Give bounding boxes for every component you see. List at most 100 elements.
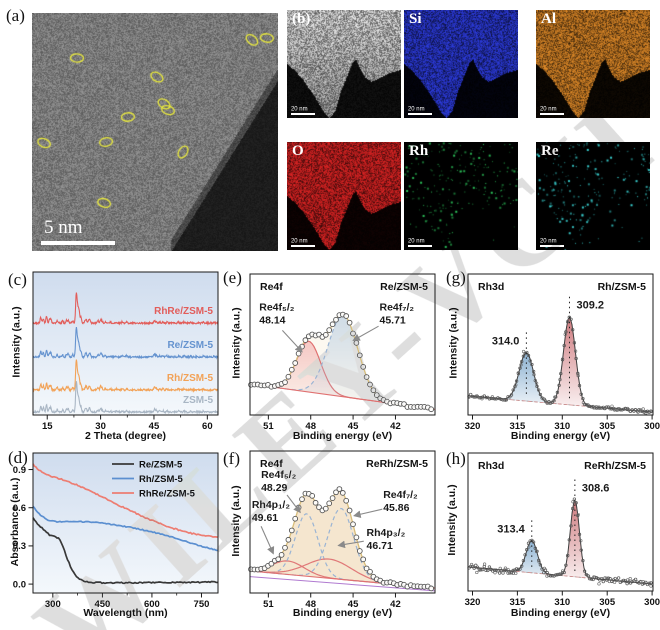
- e-y-axis-label: Intensity (a.u.): [230, 307, 243, 379]
- xps-re4f-rerh-plot: Re4f₅/₂48.29 Rh4p₁/₂49.61 Re4f₇/₂45.86 Rh4p…: [248, 450, 436, 610]
- tem-scale-text: 5 nm: [44, 217, 83, 238]
- tem-image-panel: 5 nm: [32, 13, 278, 251]
- svg-text:320: 320: [465, 421, 481, 432]
- svg-text:Rh4p₁/₂: Rh4p₁/₂: [252, 499, 291, 511]
- svg-text:309.2: 309.2: [576, 300, 604, 312]
- e-species-title: Re4f: [260, 281, 283, 293]
- svg-text:51: 51: [263, 599, 274, 610]
- f-species-title: Re4f: [260, 458, 283, 470]
- svg-text:48.29: 48.29: [261, 482, 287, 494]
- eds-tile-rh: Rh 20 nm: [404, 142, 518, 250]
- f-x-axis-label: Binding energy (eV): [292, 607, 393, 619]
- c-y-axis-label: Intensity (a.u.): [10, 306, 23, 378]
- f-y-axis-label: Intensity (a.u.): [230, 485, 242, 557]
- panel-e-label: (e): [223, 268, 242, 287]
- eds-label-rh: Rh: [409, 143, 429, 159]
- eds-scale-bar: [291, 245, 315, 247]
- svg-text:600: 600: [144, 599, 160, 610]
- svg-text:Re/ZSM-5: Re/ZSM-5: [139, 460, 183, 471]
- eds-label-re: Re: [541, 143, 559, 159]
- eds-label-haadf: (b): [292, 11, 311, 27]
- svg-text:0.6: 0.6: [13, 503, 26, 514]
- eds-scale-text: 20 nm: [408, 238, 425, 244]
- eds-map-rh: [404, 142, 518, 250]
- eds-tile-al: Al 20 nm: [536, 10, 650, 118]
- svg-text:315: 315: [509, 421, 526, 432]
- eds-tile-re: Re 20 nm: [536, 142, 650, 250]
- svg-text:30: 30: [95, 421, 106, 432]
- panel-c-label: (c): [8, 270, 27, 289]
- svg-text:45.86: 45.86: [383, 502, 409, 514]
- svg-text:314.0: 314.0: [492, 335, 520, 347]
- svg-text:60: 60: [202, 421, 213, 432]
- g-x-axis-label: Binding energy (eV): [510, 430, 611, 442]
- eds-scale-text: 20 nm: [408, 106, 425, 112]
- panel-d-label: (d): [8, 448, 28, 467]
- eds-map-al: [536, 10, 650, 118]
- svg-text:320: 320: [465, 597, 481, 608]
- svg-text:45: 45: [348, 599, 359, 610]
- svg-text:305: 305: [599, 597, 616, 608]
- svg-text:750: 750: [194, 599, 210, 610]
- eds-scale-text: 20 nm: [291, 106, 308, 112]
- panel-a-label: (a): [6, 6, 25, 25]
- eds-label-si: Si: [409, 11, 422, 27]
- svg-text:42: 42: [390, 421, 401, 432]
- svg-text:RhRe/ZSM-5: RhRe/ZSM-5: [154, 306, 213, 317]
- e-sample-title: Re/ZSM-5: [380, 281, 428, 293]
- eds-scale-bar: [540, 245, 564, 247]
- eds-map-si: [404, 10, 518, 118]
- eds-scale-bar: [408, 245, 432, 247]
- svg-text:305: 305: [599, 421, 616, 432]
- svg-text:Re/ZSM-5: Re/ZSM-5: [167, 340, 213, 351]
- xps-rh3d-rh-plot: 314.0 309.2 320 315 310 305 300: [465, 273, 660, 432]
- svg-text:15: 15: [42, 421, 53, 432]
- eds-tile-haadf: (b) 20 nm: [287, 10, 401, 118]
- h-x-axis-label: Binding energy (eV): [510, 607, 611, 619]
- svg-text:Re4f₅/₂: Re4f₅/₂: [259, 302, 294, 314]
- xps-rh3d-rerh-plot: 313.4 308.6 320 315 310 305 300: [465, 452, 660, 608]
- svg-text:0.9: 0.9: [13, 465, 26, 476]
- svg-text:Rh/ZSM-5: Rh/ZSM-5: [139, 474, 184, 485]
- svg-text:310: 310: [554, 421, 570, 432]
- eds-tile-si: Si 20 nm: [404, 10, 518, 118]
- svg-text:45.71: 45.71: [380, 315, 406, 327]
- panel-f-label: (f): [223, 449, 240, 468]
- h-y-axis-label: Intensity (a.u.): [446, 484, 458, 556]
- eds-scale-text: 20 nm: [540, 238, 557, 244]
- g-y-axis-label: Intensity (a.u.): [447, 307, 460, 379]
- eds-scale-text: 20 nm: [540, 106, 557, 112]
- eds-scale-text: 20 nm: [291, 238, 308, 244]
- svg-text:315: 315: [509, 597, 526, 608]
- eds-label-al: Al: [541, 11, 556, 27]
- eds-scale-bar: [408, 113, 432, 115]
- svg-text:RhRe/ZSM-5: RhRe/ZSM-5: [139, 489, 196, 500]
- svg-text:49.61: 49.61: [252, 512, 278, 524]
- svg-text:300: 300: [644, 421, 660, 432]
- tem-scale-bar: [41, 241, 115, 245]
- svg-text:Re4f₇/₂: Re4f₇/₂: [383, 489, 418, 501]
- svg-text:45: 45: [348, 421, 359, 432]
- eds-map-re: [536, 142, 650, 250]
- svg-text:0.0: 0.0: [13, 579, 26, 590]
- d-x-axis-label: Wavelength (nm): [83, 607, 168, 619]
- eds-label-o: O: [292, 143, 304, 159]
- svg-text:0.3: 0.3: [13, 541, 26, 552]
- svg-text:42: 42: [390, 599, 401, 610]
- svg-text:Re4f₅/₂: Re4f₅/₂: [261, 469, 296, 481]
- svg-text:46.71: 46.71: [367, 540, 393, 552]
- svg-text:300: 300: [644, 597, 660, 608]
- g-sample-title: Rh/ZSM-5: [597, 281, 646, 293]
- xrd-plot: ZSM-5 Rh/ZSM-5 Re/ZSM-5 RhRe/ZSM-5 15 30 45 60: [32, 271, 219, 432]
- svg-text:308.6: 308.6: [582, 483, 610, 495]
- tem-image: [32, 13, 278, 251]
- f-sample-title: ReRh/ZSM-5: [366, 458, 428, 470]
- eds-tile-o: O 20 nm: [287, 142, 401, 250]
- svg-text:48: 48: [305, 421, 316, 432]
- svg-text:450: 450: [94, 599, 110, 610]
- g-species-title: Rh3d: [478, 281, 505, 293]
- svg-text:Re4f₇/₂: Re4f₇/₂: [380, 302, 415, 314]
- svg-text:51: 51: [263, 421, 274, 432]
- svg-text:ZSM-5: ZSM-5: [183, 395, 213, 406]
